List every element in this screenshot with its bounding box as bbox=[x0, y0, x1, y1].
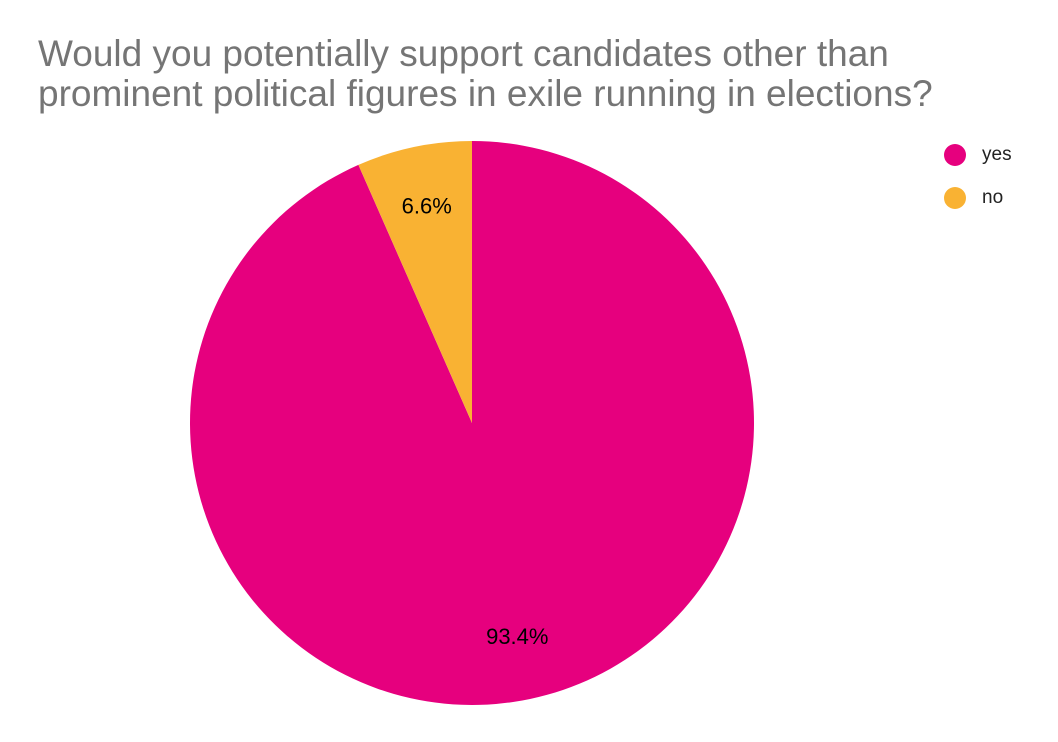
data-label: 93.4% bbox=[486, 624, 548, 649]
legend-swatch bbox=[944, 187, 966, 209]
data-label: 6.6% bbox=[402, 194, 452, 219]
legend-label: no bbox=[982, 187, 1003, 208]
pie-slice bbox=[358, 141, 472, 423]
pie-slice bbox=[189, 141, 754, 705]
legend-label: yes bbox=[982, 144, 1012, 165]
legend-swatch bbox=[944, 144, 966, 166]
chart-title: Would you potentially support candidates… bbox=[38, 33, 933, 114]
